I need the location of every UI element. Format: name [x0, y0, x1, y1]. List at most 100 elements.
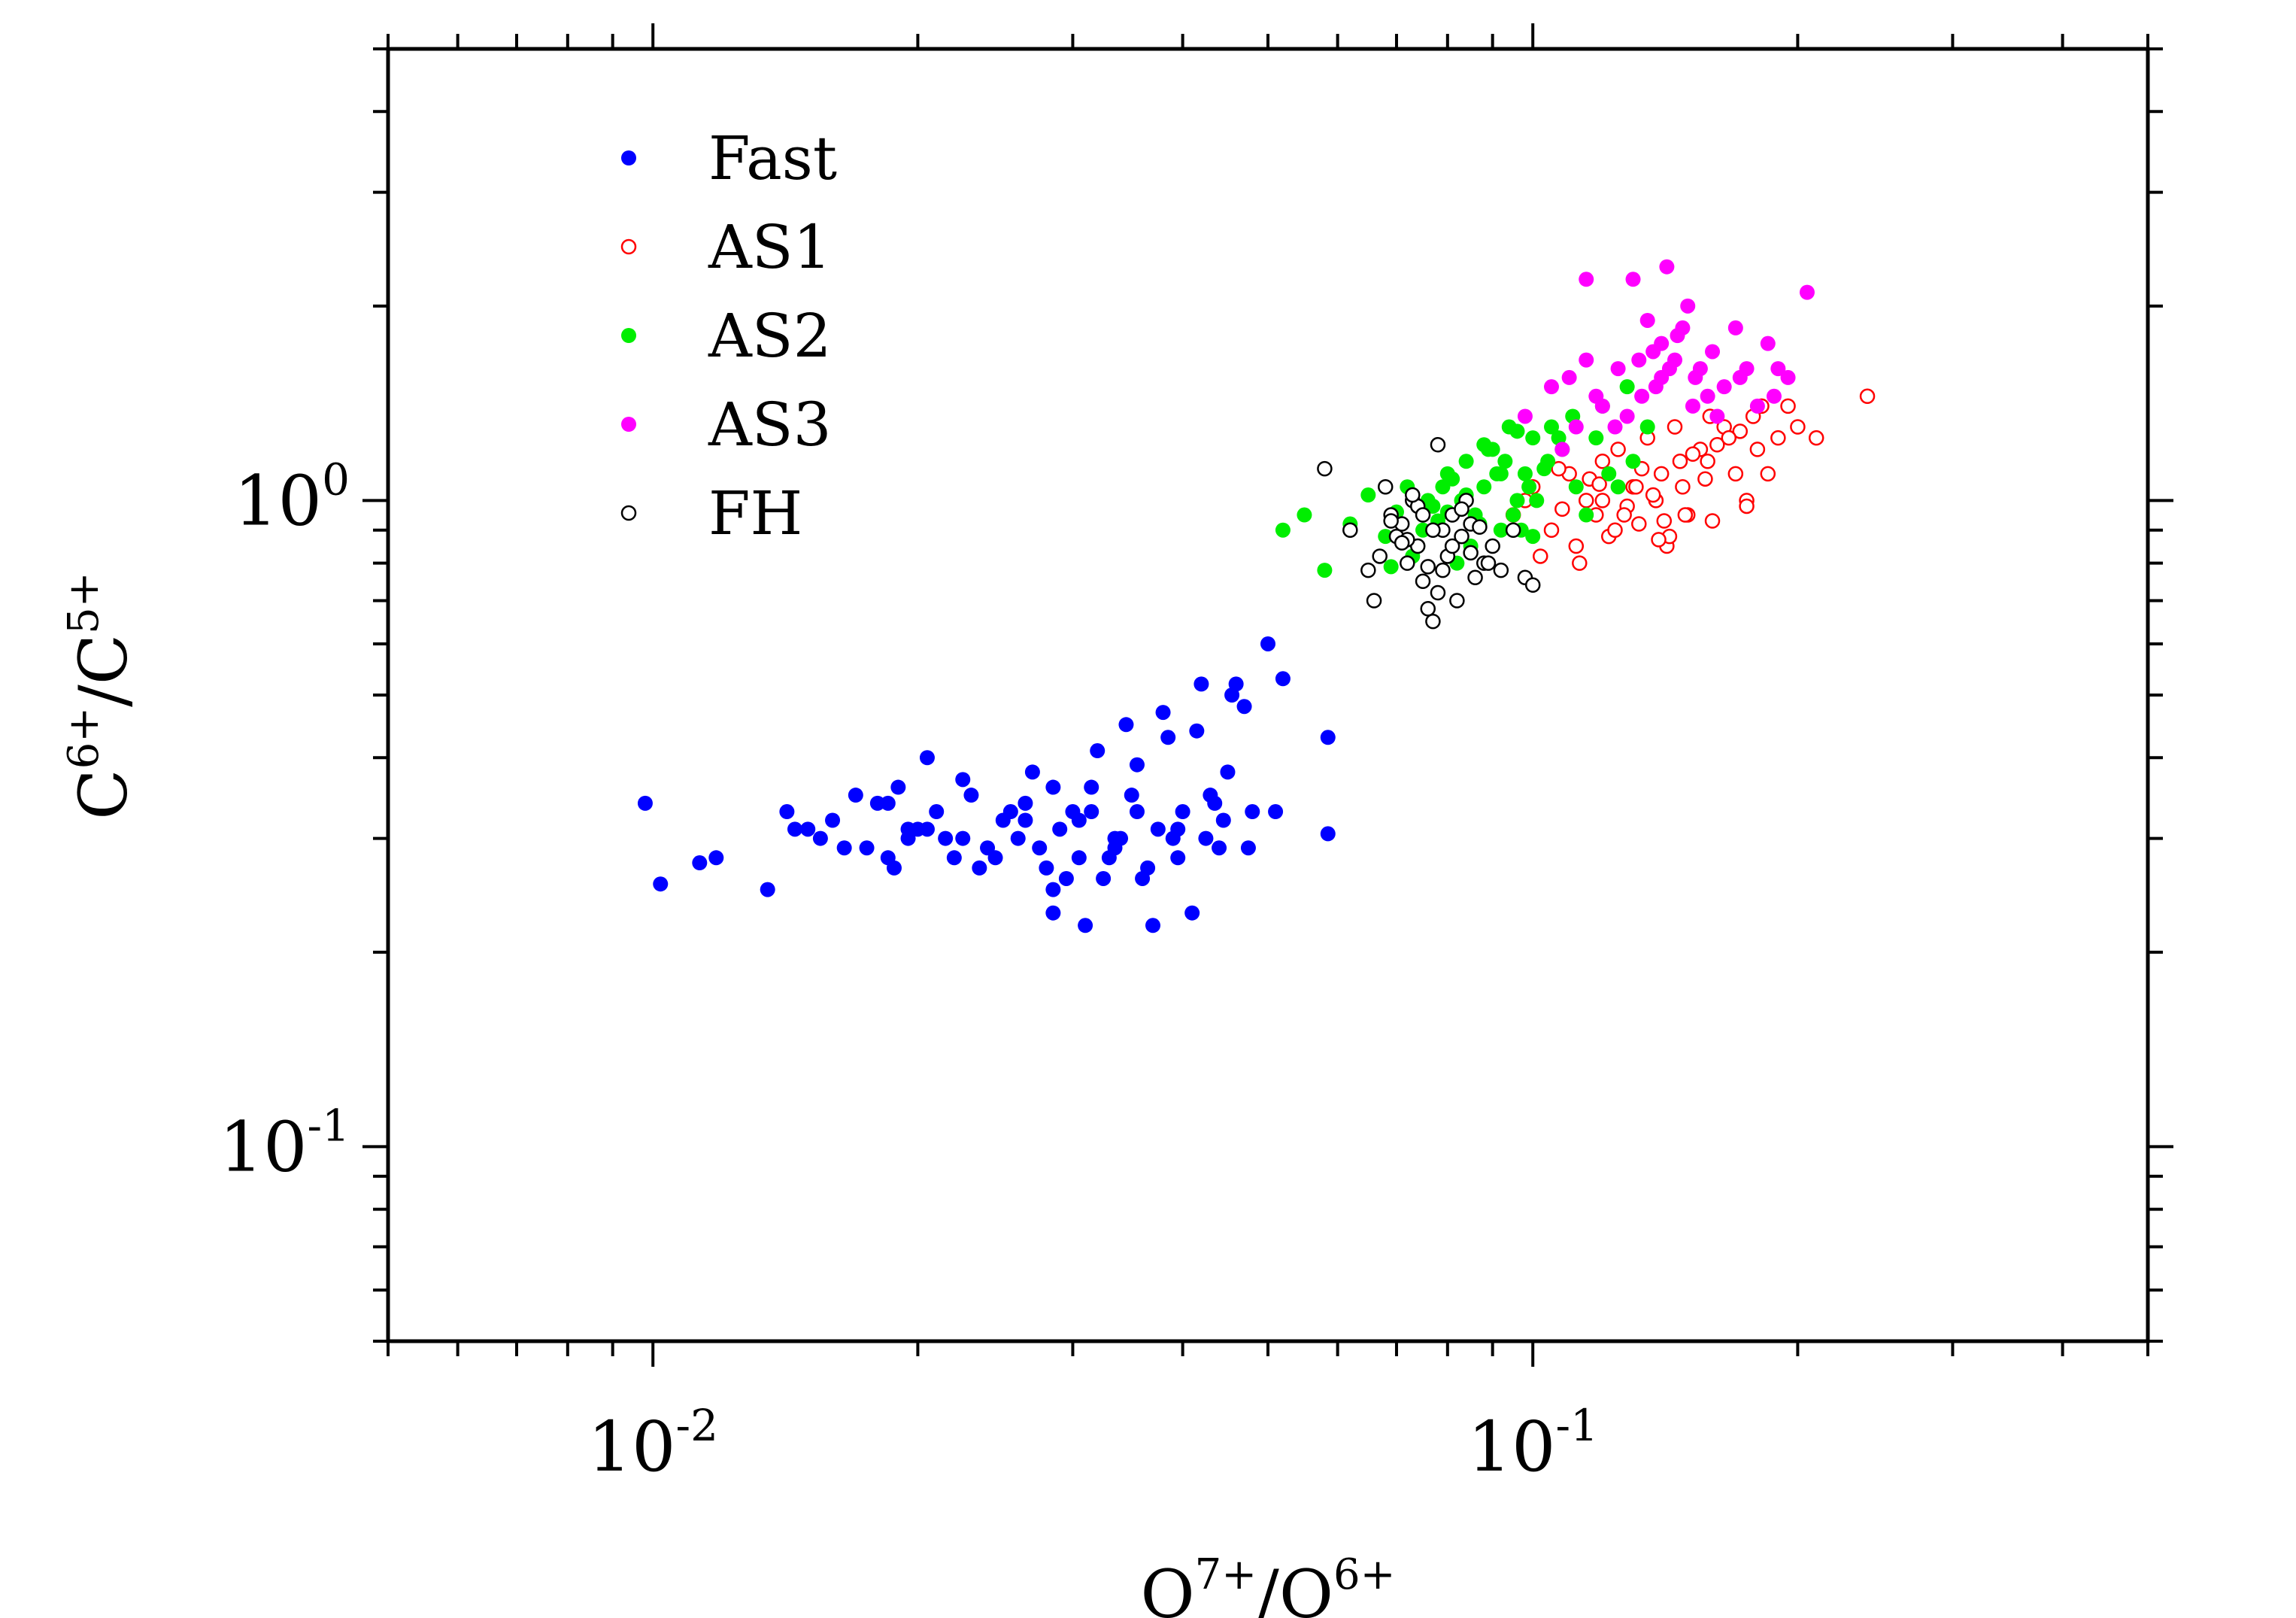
point-fast — [1236, 699, 1252, 715]
point-fast — [1129, 757, 1145, 773]
point-as2 — [1297, 507, 1312, 523]
point-as3 — [1579, 272, 1594, 287]
point-fast — [1078, 918, 1093, 933]
point-fast — [1160, 730, 1176, 745]
point-fast — [859, 840, 875, 856]
point-fast — [779, 804, 795, 820]
point-as2 — [1383, 559, 1399, 575]
plot-frame — [386, 47, 2150, 1343]
point-fast — [972, 860, 987, 876]
legend-label-fast: Fast — [708, 123, 837, 193]
point-fast — [1090, 743, 1106, 759]
point-fast — [1084, 779, 1099, 795]
y-tick-label-exp: -1 — [308, 1100, 350, 1151]
point-as1 — [1685, 446, 1701, 462]
point-fh — [1449, 593, 1465, 609]
point-as2 — [1317, 563, 1333, 578]
point-as1 — [1616, 507, 1632, 523]
point-as3 — [1607, 419, 1623, 435]
point-fast — [1193, 676, 1209, 692]
point-fast — [1224, 688, 1240, 703]
point-fh — [1454, 528, 1470, 545]
y-label-base: C — [65, 769, 142, 819]
point-as3 — [1700, 388, 1715, 404]
point-fh — [1405, 487, 1421, 503]
point-fast — [963, 788, 979, 803]
x-axis-label: O7+/O6+ — [1140, 1550, 1395, 1618]
point-as3 — [1634, 388, 1650, 404]
point-as2 — [1509, 493, 1525, 508]
point-as1 — [1780, 398, 1796, 414]
point-fh — [1463, 545, 1479, 561]
point-as3 — [1727, 320, 1743, 335]
x-tick-label: 10-2 — [587, 1400, 718, 1487]
point-as3 — [1639, 312, 1655, 328]
point-as3 — [1659, 259, 1675, 275]
series-fh — [1317, 436, 1541, 630]
point-as1 — [1790, 419, 1806, 435]
point-fast — [1045, 882, 1061, 897]
point-as3 — [1766, 388, 1782, 404]
legend-marker-fh — [620, 505, 637, 521]
point-fast — [1024, 764, 1040, 780]
point-fast — [1207, 795, 1223, 811]
point-fast — [1018, 812, 1033, 828]
series-as1 — [1505, 388, 1876, 571]
legend-label-fh: FH — [708, 478, 802, 548]
point-fast — [1124, 788, 1139, 803]
axis-ticks — [362, 23, 2173, 1367]
point-as1 — [1653, 466, 1670, 482]
point-fast — [1129, 804, 1145, 820]
point-fast — [1071, 850, 1087, 866]
point-as3 — [1517, 408, 1533, 424]
point-as1 — [1700, 454, 1715, 469]
point-fast — [869, 795, 885, 811]
point-fh — [1524, 577, 1541, 593]
point-fh — [1425, 522, 1441, 538]
y-axis-label: C6+/C5+ — [59, 572, 142, 819]
point-as2 — [1525, 430, 1541, 446]
legend-label-as2: AS2 — [708, 301, 831, 371]
point-fast — [890, 779, 906, 795]
legend-marker-fast — [621, 150, 636, 165]
point-fh — [1472, 519, 1488, 535]
x-label-base2: O — [1279, 1556, 1333, 1618]
point-fast — [800, 821, 816, 837]
point-as1 — [1551, 460, 1567, 477]
point-as2 — [1275, 522, 1291, 538]
point-fh — [1420, 559, 1436, 575]
point-fast — [637, 795, 653, 811]
point-fh — [1493, 562, 1509, 578]
point-fh — [1394, 535, 1410, 551]
point-as1 — [1607, 522, 1623, 538]
point-as1 — [1677, 507, 1694, 523]
point-as3 — [1749, 398, 1765, 414]
point-as3 — [1568, 419, 1584, 435]
point-as1 — [1656, 513, 1673, 529]
point-as1 — [1610, 442, 1626, 457]
point-as1 — [1859, 388, 1876, 405]
point-as3 — [1760, 335, 1776, 351]
y-tick-label-exp: 0 — [322, 454, 350, 505]
x-label-sup: 7+ — [1195, 1550, 1257, 1599]
point-as2 — [1579, 507, 1594, 523]
point-fh — [1415, 573, 1431, 589]
point-fast — [1032, 840, 1048, 856]
point-as1 — [1675, 478, 1691, 495]
point-as2 — [1378, 529, 1394, 545]
point-fast — [938, 830, 954, 846]
point-fast — [1268, 804, 1284, 820]
point-fh — [1467, 569, 1483, 586]
point-fh — [1377, 478, 1394, 495]
point-fast — [848, 788, 863, 803]
point-as1 — [1808, 430, 1824, 446]
point-as2 — [1610, 479, 1626, 495]
point-as2 — [1625, 454, 1641, 469]
point-as1 — [1631, 516, 1647, 532]
point-fh — [1420, 601, 1436, 617]
point-as3 — [1705, 344, 1721, 360]
point-fast — [1170, 821, 1186, 837]
x-tick-label-exp: -2 — [675, 1400, 718, 1451]
point-as2 — [1536, 461, 1552, 477]
point-as1 — [1594, 454, 1611, 469]
